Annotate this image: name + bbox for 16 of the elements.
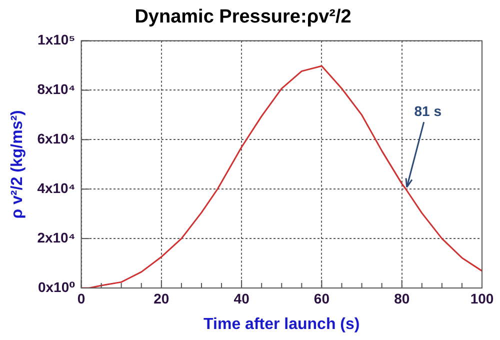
x-tick-label: 60 (314, 290, 330, 306)
x-tick-label: 40 (234, 290, 250, 306)
y-tick-label: 2x10⁴ (37, 229, 76, 246)
x-tick-label: 80 (394, 290, 410, 306)
y-axis-title: ρ v²/2 (kg/ms²) (9, 110, 26, 219)
chart-title: Dynamic Pressure:ρv²/2 (134, 6, 352, 28)
y-tick-label: 6x10⁴ (37, 130, 76, 147)
y-tick-label: 8x10⁴ (37, 81, 76, 98)
x-tick-label: 0 (77, 290, 86, 306)
x-axis-title: Time after launch (s) (204, 316, 360, 333)
y-tick-label: 0x10⁰ (38, 278, 76, 295)
x-tick-label: 20 (154, 290, 170, 306)
annotation: 81 s (414, 102, 442, 119)
y-tick-label: 4x10⁴ (37, 180, 76, 196)
y-tick-label: 1x10⁵ (38, 32, 76, 48)
x-tick-label: 100 (470, 290, 494, 306)
